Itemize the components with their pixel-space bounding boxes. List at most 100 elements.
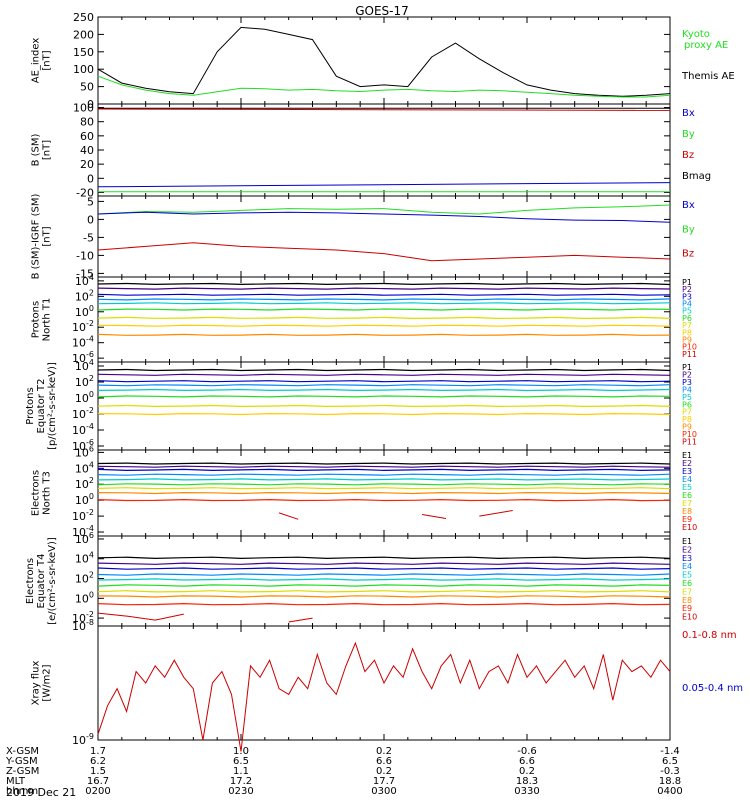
- legend-entry: Bmag: [682, 171, 711, 182]
- channel-line: [97, 282, 671, 286]
- y-tick-label: 40: [80, 144, 94, 157]
- y-axis-label: [W/m2]: [42, 664, 53, 701]
- channel-line: [97, 578, 671, 581]
- legend-entry: E8: [682, 596, 692, 605]
- channel-line: [97, 465, 671, 468]
- y-tick-label: 20: [80, 158, 94, 171]
- legend-entry: Themis AE: [681, 71, 735, 82]
- y-axis-label: [nT]: [42, 50, 53, 70]
- series-line: [97, 26, 671, 97]
- y-axis-label: Xray flux: [31, 661, 42, 706]
- channel-line: [97, 602, 671, 606]
- y-tick-label: 106: [75, 444, 94, 459]
- y-tick-label: 100: [75, 590, 94, 605]
- legend-entry: P2: [682, 285, 692, 294]
- legend-entry: P3: [682, 378, 692, 387]
- ephemeris-value: 0400: [657, 786, 682, 797]
- y-axis-label: Equator T2: [36, 379, 47, 434]
- legend-entry: E7: [682, 499, 692, 508]
- y-tick-label: 104: [75, 551, 94, 566]
- channel-line: [97, 404, 671, 408]
- legend-entry: P11: [682, 350, 697, 359]
- ephemeris-value: 6.6: [376, 756, 392, 767]
- series-line: [97, 211, 671, 223]
- y-axis-label: Electrons: [25, 558, 36, 604]
- y-axis-label: [nT]: [42, 226, 53, 246]
- legend-entry: P10: [682, 430, 697, 439]
- channel-segment: [479, 510, 513, 517]
- y-tick-label: 0: [87, 172, 94, 185]
- legend-entry: E9: [682, 604, 692, 613]
- legend-entry: Bx: [682, 108, 695, 119]
- y-axis-label: [p/(cm²-s-sr-keV)]: [47, 362, 58, 450]
- legend-entry: P7: [682, 408, 692, 417]
- series-line: [97, 204, 671, 215]
- legend-entry: By: [682, 224, 695, 235]
- legend-entry: 0.1-0.8 nm: [682, 630, 737, 641]
- channel-line: [97, 498, 671, 502]
- channel-line: [97, 368, 671, 372]
- legend-entry: E7: [682, 587, 692, 596]
- ephemeris-value: 6.5: [662, 756, 678, 767]
- channel-line: [97, 590, 671, 593]
- legend-entry: E10: [682, 613, 697, 622]
- y-axis-label: Protons: [25, 387, 36, 424]
- channel-line: [97, 562, 671, 565]
- channel-line: [97, 487, 671, 490]
- y-tick-label: 106: [75, 531, 94, 546]
- ephemeris-value: 0.2: [519, 766, 535, 777]
- legend-entry: E10: [682, 523, 697, 532]
- y-axis-label: North T1: [42, 298, 53, 342]
- y-tick-label: 50: [80, 81, 94, 94]
- channel-line: [97, 333, 671, 336]
- legend-entry: Bz: [682, 150, 694, 161]
- channel-line: [97, 384, 671, 387]
- legend-entry: E9: [682, 515, 692, 524]
- y-axis-label: Protons: [31, 301, 42, 338]
- legend-entry: P10: [682, 343, 697, 352]
- channel-segment: [278, 512, 299, 520]
- y-tick-label: 102: [75, 476, 94, 491]
- channel-line: [97, 468, 671, 472]
- ephemeris-value: -0.6: [517, 746, 537, 757]
- legend-entry: E2: [682, 459, 692, 468]
- y-tick-label: 0: [87, 213, 94, 226]
- y-tick-label: 100: [75, 390, 94, 405]
- channel-line: [97, 478, 671, 481]
- ephemeris-value: 1.1: [233, 766, 249, 777]
- ephemeris-value: 0.2: [376, 746, 392, 757]
- ephemeris-value: 1.7: [90, 746, 106, 757]
- ephemeris-value: 0.2: [376, 766, 392, 777]
- channel-line: [97, 293, 671, 296]
- legend-entry: Kyoto proxy AE: [682, 29, 728, 51]
- y-tick-label: -20: [76, 186, 94, 199]
- channel-line: [97, 462, 671, 465]
- y-tick-label: 200: [73, 28, 94, 41]
- y-tick-label: -10: [76, 249, 94, 262]
- legend-entry: E4: [682, 562, 692, 571]
- ephemeris-value: 0330: [514, 786, 539, 797]
- legend-entry: P5: [682, 307, 692, 316]
- ephemeris-value: 0200: [85, 786, 110, 797]
- channel-line: [97, 308, 671, 311]
- ephemeris-row-label: X-GSM: [6, 746, 39, 757]
- y-axis-label: AE_index: [31, 38, 42, 84]
- y-tick-label: 100: [75, 492, 94, 507]
- y-tick-label: 10-2: [72, 406, 94, 421]
- y-tick-label: 10-4: [72, 335, 94, 350]
- legend-entry: E1: [682, 451, 692, 460]
- y-tick-label: 100: [75, 304, 94, 319]
- legend-entry: Bz: [682, 249, 694, 260]
- ephemeris-value: 17.7: [373, 776, 395, 787]
- channel-line: [97, 556, 671, 560]
- y-axis-label: Equator T4: [36, 554, 47, 609]
- legend-entry: Bx: [682, 200, 695, 211]
- y-tick-label: 102: [75, 374, 94, 389]
- ephemeris-value: 17.2: [230, 776, 252, 787]
